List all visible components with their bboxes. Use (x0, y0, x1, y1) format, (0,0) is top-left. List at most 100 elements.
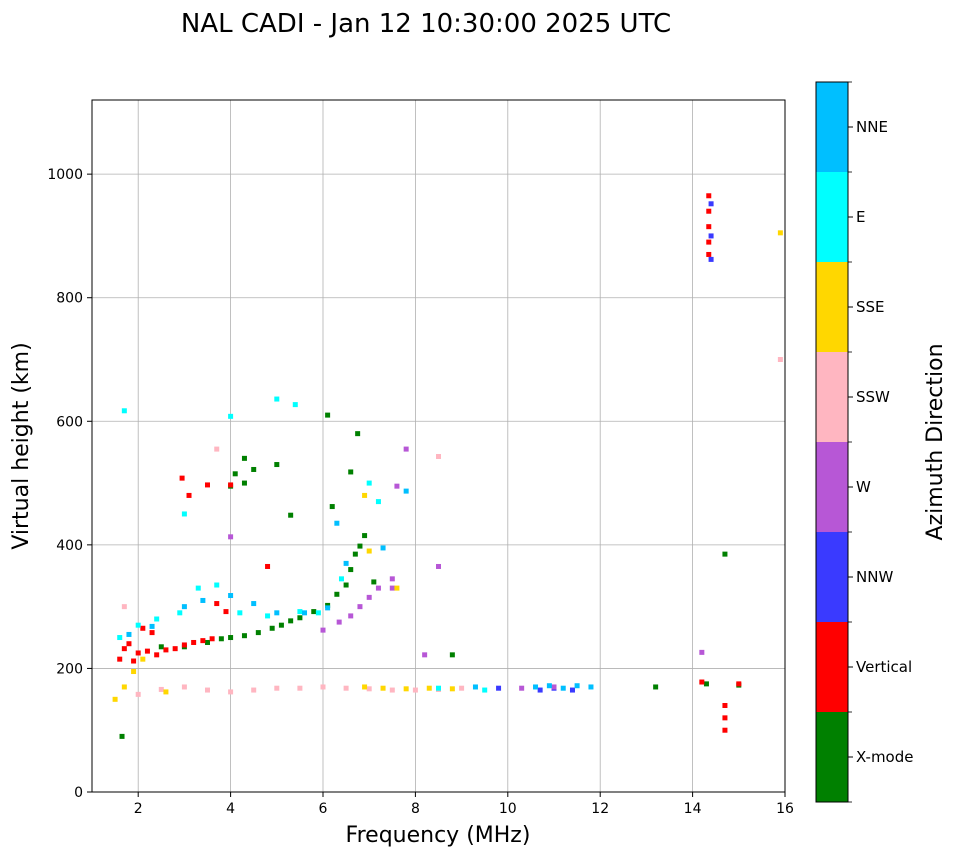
x-tick-label: 2 (134, 801, 143, 817)
data-point-x-mode (119, 733, 125, 739)
colorbar-label-ssw: SSW (856, 388, 890, 406)
colorbar-label-e: E (856, 208, 865, 226)
data-point-ssw (158, 686, 164, 692)
data-point-e (121, 408, 127, 414)
data-point-vertical (722, 727, 728, 733)
data-point-nne (181, 604, 187, 610)
data-point-nne (334, 520, 340, 526)
chart-title: NAL CADI - Jan 12 10:30:00 2025 UTC (181, 9, 671, 39)
colorbar-label-nne: NNE (856, 118, 888, 136)
data-point-w (389, 585, 395, 591)
colorbar-swatch-vertical (816, 622, 848, 712)
data-point-ssw (214, 446, 220, 452)
data-point-x-mode (653, 684, 659, 690)
y-tick-label: 200 (56, 661, 83, 677)
data-point-vertical (179, 475, 185, 481)
x-tick-label: 12 (591, 801, 609, 817)
data-point-x-mode (241, 633, 247, 639)
data-point-e (237, 610, 243, 616)
data-point-e (214, 582, 220, 588)
x-axis-ticks: 2 4 6 8 10 12 14 16 (134, 792, 794, 817)
data-point-x-mode (228, 635, 234, 641)
data-point-sse (380, 685, 386, 691)
data-point-vertical (722, 715, 728, 721)
data-point-ssw (121, 604, 127, 610)
x-tick-label: 10 (499, 801, 517, 817)
data-point-e (177, 610, 183, 616)
data-point-ssw (436, 454, 441, 460)
data-point-w (320, 627, 326, 633)
data-point-vertical (265, 563, 271, 569)
data-point-ssw (412, 687, 418, 693)
data-point-vertical (144, 648, 150, 654)
data-point-sse (366, 548, 372, 554)
data-point-x-mode (158, 644, 164, 650)
data-points (112, 193, 783, 739)
data-point-nne (274, 610, 280, 616)
data-point-x-mode (334, 591, 340, 597)
data-point-x-mode (274, 462, 280, 468)
data-point-x-mode (357, 543, 363, 549)
data-point-w (551, 684, 557, 690)
data-point-e (228, 413, 234, 419)
data-point-w (436, 563, 441, 569)
data-point-w (403, 446, 409, 452)
data-point-nne (588, 684, 594, 690)
data-point-x-mode (232, 471, 238, 477)
data-point-nnw (537, 687, 543, 693)
data-point-e (375, 499, 381, 505)
data-point-x-mode (703, 681, 709, 687)
data-point-e (436, 685, 441, 691)
data-point-x-mode (288, 618, 294, 624)
data-point-ssw (320, 684, 326, 690)
data-point-e (315, 610, 321, 616)
data-point-vertical (181, 642, 187, 648)
x-tick-label: 8 (411, 801, 420, 817)
data-point-w (389, 576, 395, 582)
data-point-vertical (131, 658, 137, 664)
data-point-vertical (140, 625, 146, 631)
data-point-e (274, 396, 280, 402)
data-point-ssw (181, 684, 187, 690)
colorbar-label-nnw: NNW (856, 568, 893, 586)
colorbar-swatch-nnw (816, 532, 848, 622)
data-point-vertical (205, 482, 210, 488)
data-point-vertical (706, 193, 712, 199)
data-point-nne (403, 488, 409, 494)
data-point-x-mode (348, 567, 354, 573)
data-point-ssw (459, 685, 465, 691)
data-point-vertical (186, 492, 192, 498)
colorbar-label-x-mode: X-mode (856, 748, 913, 766)
x-tick-label: 14 (684, 801, 702, 817)
data-point-x-mode (251, 466, 257, 472)
y-axis-label: Virtual height (km) (9, 342, 34, 549)
data-point-vertical (172, 646, 178, 652)
plot-area (92, 100, 785, 792)
data-point-nne (251, 601, 257, 607)
data-point-ssw (251, 687, 257, 693)
data-point-nnw (708, 233, 714, 239)
data-point-w (366, 594, 372, 600)
data-point-nne (200, 597, 206, 603)
data-point-vertical (149, 630, 155, 636)
data-point-sse (131, 669, 137, 675)
data-point-sse (449, 686, 455, 692)
data-point-sse (403, 686, 409, 692)
data-point-vertical (722, 703, 728, 708)
data-point-sse (140, 656, 146, 662)
data-point-vertical (223, 609, 229, 615)
data-point-x-mode (722, 551, 728, 557)
data-point-ssw (205, 687, 210, 693)
x-tick-label: 6 (319, 801, 328, 817)
y-tick-label: 1000 (47, 167, 83, 183)
data-point-e (292, 402, 298, 408)
data-point-x-mode (218, 636, 224, 642)
data-point-nne (533, 684, 539, 690)
colorbar-frame (815, 81, 849, 803)
data-point-e (117, 635, 123, 641)
data-point-nne (343, 560, 349, 566)
data-point-vertical (200, 638, 206, 644)
data-point-w (422, 652, 428, 658)
data-point-x-mode (297, 615, 303, 621)
